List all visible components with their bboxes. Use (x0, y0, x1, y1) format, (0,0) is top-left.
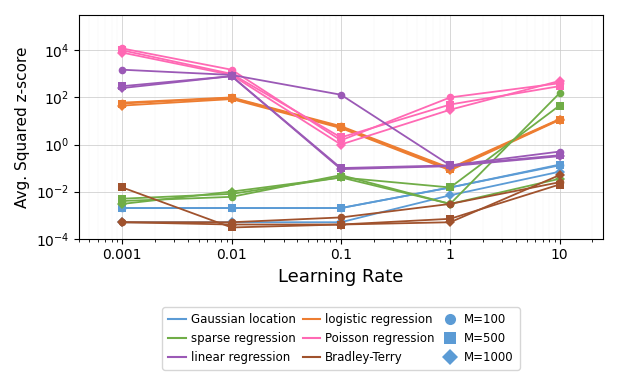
Legend: Gaussian location, sparse regression, linear regression, logistic regression, Po: Gaussian location, sparse regression, li… (163, 307, 520, 370)
X-axis label: Learning Rate: Learning Rate (278, 268, 404, 286)
Y-axis label: Avg. Squared z-score: Avg. Squared z-score (15, 46, 30, 208)
